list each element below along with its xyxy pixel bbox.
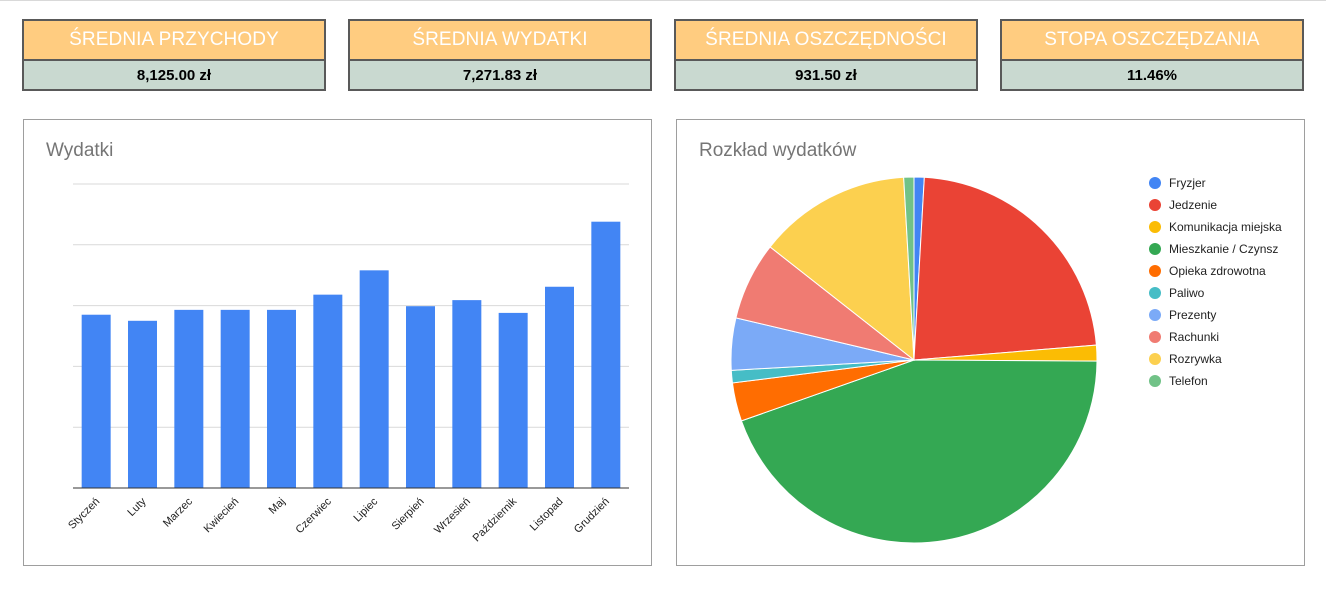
bar-chart-panel: Wydatki Styczeń Luty Marzec Kwiecień Maj Czer… <box>23 119 652 566</box>
bar[interactable] <box>545 286 574 488</box>
pie-chart-title: Rozkład wydatków <box>699 140 857 161</box>
legend-label: Rachunki <box>1169 330 1219 344</box>
bar[interactable] <box>128 320 157 488</box>
legend-marker <box>1149 221 1161 233</box>
legend-marker <box>1149 331 1161 343</box>
x-tick-label: Listopad <box>528 496 566 534</box>
x-tick-label: Wrzesień <box>432 496 473 537</box>
legend-label: Komunikacja miejska <box>1169 220 1282 234</box>
legend-label: Fryzjer <box>1169 176 1206 190</box>
x-tick-label: Sierpień <box>390 496 427 533</box>
kpi-card-savings: ŚREDNIA OSZCZĘDNOŚCI 931.50 zł <box>674 19 978 91</box>
bar[interactable] <box>267 309 296 488</box>
kpi-value: 7,271.83 zł <box>350 61 650 89</box>
x-tick-label: Maj <box>267 496 288 517</box>
pie-slice[interactable] <box>740 359 1098 544</box>
legend-label: Paliwo <box>1169 286 1205 300</box>
legend-marker <box>1149 287 1161 299</box>
bar[interactable] <box>359 270 389 488</box>
legend-label: Opieka zdrowotna <box>1169 264 1266 278</box>
x-tick-label: Czerwiec <box>293 495 334 536</box>
kpi-label: STOPA OSZCZĘDZANIA <box>1002 21 1302 61</box>
x-tick-label: Lipiec <box>351 495 380 524</box>
bar[interactable] <box>406 306 435 488</box>
bar-chart-title: Wydatki <box>46 140 114 161</box>
legend-label: Mieszkanie / Czynsz <box>1169 242 1278 256</box>
bar[interactable] <box>174 309 204 488</box>
x-tick-label: Kwiecień <box>202 496 242 536</box>
legend-marker <box>1149 375 1161 387</box>
x-tick-label: Marzec <box>161 495 195 529</box>
legend-marker <box>1149 177 1161 189</box>
kpi-label: ŚREDNIA WYDATKI <box>350 21 650 61</box>
pie-slice[interactable] <box>903 176 915 361</box>
kpi-value: 8,125.00 zł <box>24 61 324 89</box>
pie-chart: Fryzjer Jedzenie Komunikacja miejska Mieszk… <box>730 176 1282 544</box>
legend-marker <box>1149 309 1161 321</box>
bar[interactable] <box>81 314 111 488</box>
bar[interactable] <box>452 300 482 488</box>
bar-chart: Styczeń Luty Marzec Kwiecień Maj Czerwiec Lipi… <box>66 183 629 544</box>
kpi-card-savings-rate: STOPA OSZCZĘDZANIA 11.46% <box>1000 19 1304 91</box>
legend-label: Prezenty <box>1169 308 1216 322</box>
pie-chart-panel: Rozkład wydatków Fryzjer Jedzenie Komunika… <box>676 119 1305 566</box>
legend-label: Rozrywka <box>1169 352 1222 366</box>
kpi-label: ŚREDNIA OSZCZĘDNOŚCI <box>676 21 976 61</box>
kpi-value: 11.46% <box>1002 61 1302 89</box>
top-rule <box>0 0 1326 1</box>
x-tick-label: Luty <box>125 495 149 519</box>
x-tick-label: Październik <box>471 495 520 544</box>
legend-marker <box>1149 199 1161 211</box>
pie-slice[interactable] <box>769 176 915 362</box>
bar[interactable] <box>313 294 343 488</box>
kpi-label: ŚREDNIA PRZYCHODY <box>24 21 324 61</box>
legend-marker <box>1149 353 1161 365</box>
bar[interactable] <box>591 221 621 489</box>
legend-marker <box>1149 265 1161 277</box>
legend-label: Jedzenie <box>1169 198 1217 212</box>
legend-label: Telefon <box>1169 374 1208 388</box>
x-tick-label: Styczeń <box>66 496 102 532</box>
bar[interactable] <box>220 309 250 488</box>
legend-marker <box>1149 243 1161 255</box>
kpi-card-income: ŚREDNIA PRZYCHODY 8,125.00 zł <box>22 19 326 91</box>
pie-slice[interactable] <box>913 176 1097 361</box>
kpi-card-expenses: ŚREDNIA WYDATKI 7,271.83 zł <box>348 19 652 91</box>
kpi-value: 931.50 zł <box>676 61 976 89</box>
bar[interactable] <box>498 312 528 488</box>
x-tick-label: Grudzień <box>572 496 612 536</box>
